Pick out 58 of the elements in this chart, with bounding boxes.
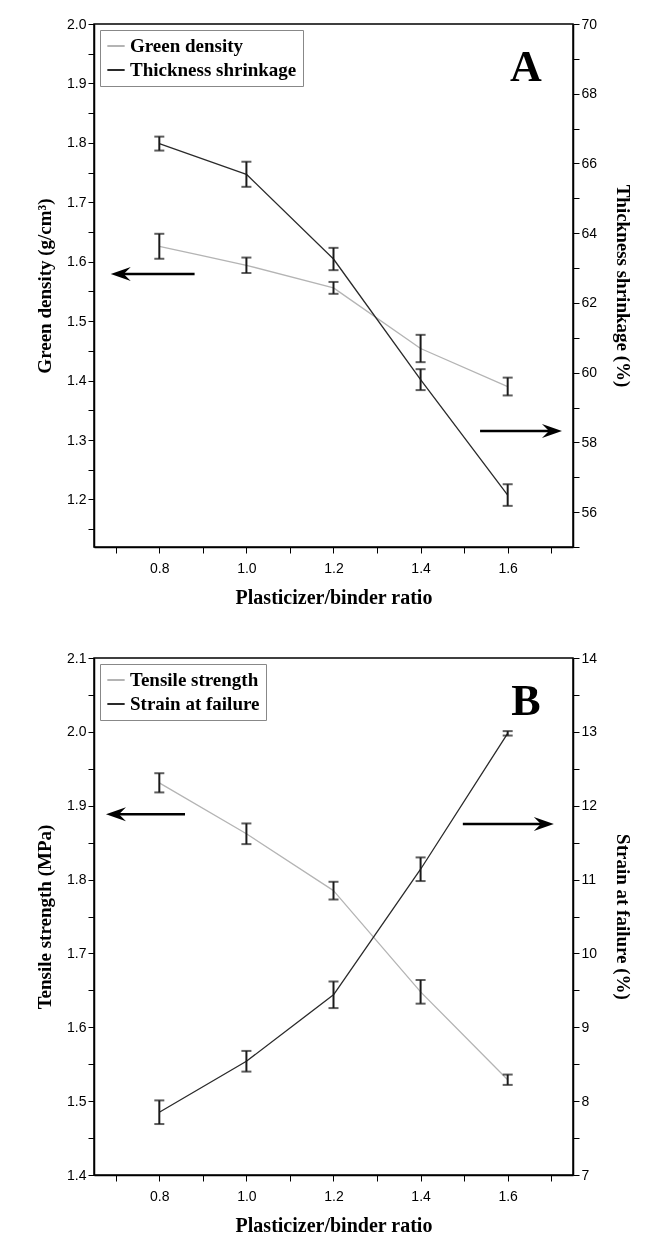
y2-tick-label: 58 (581, 433, 598, 450)
y-tick-label: 1.8 (67, 871, 87, 888)
y2-tick-label: 66 (581, 154, 598, 171)
y2-tick-label: 68 (581, 85, 598, 102)
y-tick-label: 1.4 (67, 372, 87, 389)
x-axis-title: Plasticizer/binder ratio (235, 585, 433, 608)
legend-label: Tensile strength (130, 669, 259, 690)
y-tick-label: 1.2 (67, 490, 87, 507)
y-axis-title: Green density (g/cm³) (34, 198, 57, 374)
y-axis-title: Tensile strength (MPa) (34, 824, 57, 1010)
y-tick-label: 2.0 (67, 15, 87, 32)
y-tick-label: 2.0 (67, 723, 87, 740)
x-tick-label: 1.2 (324, 559, 344, 576)
y2-tick-label: 14 (581, 649, 598, 666)
x-tick-label: 1.4 (411, 559, 432, 576)
y-tick-label: 1.5 (67, 312, 87, 329)
y-tick-label: 1.6 (67, 1018, 87, 1035)
y2-tick-label: 64 (581, 224, 598, 241)
y2-tick-label: 10 (581, 944, 598, 961)
y-tick-label: 1.8 (67, 134, 87, 151)
x-tick-label: 1.4 (411, 1187, 432, 1204)
y-tick-label: 1.7 (67, 944, 87, 961)
x-tick-label: 1.6 (498, 559, 519, 576)
y-tick-label: 1.7 (67, 193, 87, 210)
y2-tick-label: 13 (581, 723, 598, 740)
x-tick-label: 1.0 (237, 1187, 257, 1204)
legend-label: Thickness shrinkage (130, 59, 297, 80)
y2-tick-label: 62 (581, 294, 598, 311)
y-tick-label: 1.9 (67, 797, 87, 814)
y-tick-label: 1.5 (67, 1092, 87, 1109)
x-tick-label: 1.6 (498, 1187, 519, 1204)
x-tick-label: 1.2 (324, 1187, 344, 1204)
x-tick-label: 0.8 (150, 1187, 170, 1204)
y2-tick-label: 7 (581, 1166, 590, 1183)
y2-axis-title: Thickness shrinkage (%) (612, 184, 635, 388)
legend-label: Strain at failure (130, 693, 260, 714)
y2-tick-label: 9 (581, 1018, 590, 1035)
y2-tick-label: 8 (581, 1092, 590, 1109)
y2-axis-title: Strain at failure (%) (612, 834, 635, 1000)
y-tick-label: 1.4 (67, 1166, 87, 1183)
y-tick-label: 1.9 (67, 74, 87, 91)
annotation: B (511, 676, 541, 725)
line-series (158, 245, 509, 388)
x-tick-label: 1.0 (237, 559, 257, 576)
x-axis-title: Plasticizer/binder ratio (235, 1213, 433, 1236)
y2-tick-label: 56 (581, 503, 598, 520)
y-tick-label: 1.6 (67, 253, 87, 270)
legend-label: Green density (130, 35, 244, 56)
line-series (158, 142, 509, 496)
line-series (158, 782, 509, 1081)
y2-tick-label: 70 (581, 15, 598, 32)
annotation: A (510, 42, 543, 91)
y2-tick-label: 11 (581, 871, 597, 888)
y2-tick-label: 12 (581, 797, 598, 814)
y-tick-label: 2.1 (67, 649, 87, 666)
y-tick-label: 1.3 (67, 431, 87, 448)
x-tick-label: 0.8 (150, 559, 170, 576)
y2-tick-label: 60 (581, 364, 598, 381)
